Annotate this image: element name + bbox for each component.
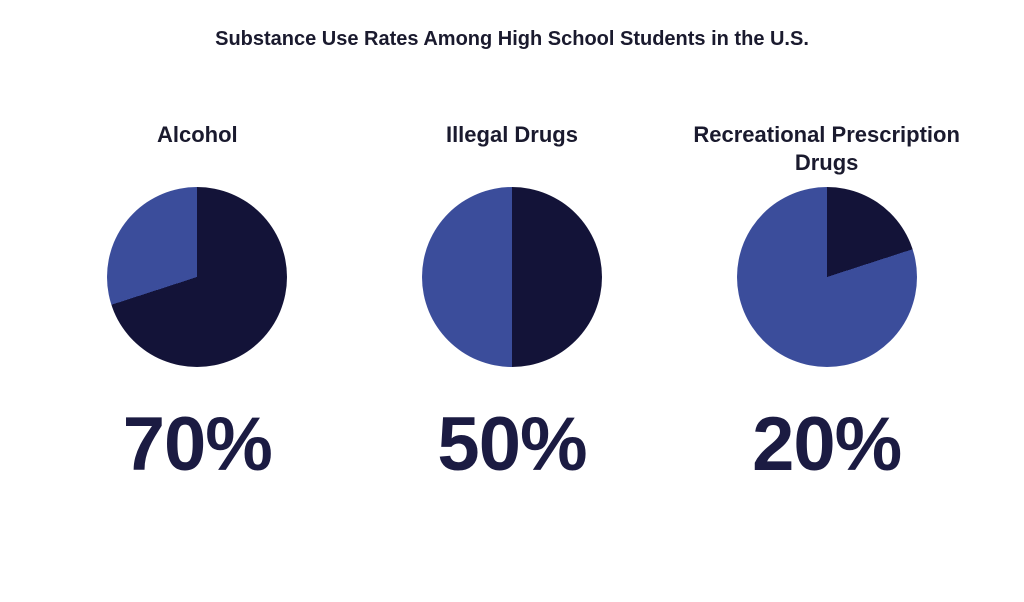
pct-value-alcohol: 70% — [123, 401, 272, 488]
pct-value-illegal-drugs: 50% — [437, 401, 586, 488]
chart-rx-drugs: Recreational Prescription Drugs 20% — [677, 121, 977, 488]
chart-alcohol: Alcohol 70% — [47, 121, 347, 488]
chart-label-alcohol: Alcohol — [157, 121, 238, 177]
charts-row: Alcohol 70% Illegal Drugs 50% Recreation… — [0, 121, 1024, 488]
pie-chart-illegal-drugs — [422, 187, 602, 367]
pie-chart-alcohol — [107, 187, 287, 367]
chart-illegal-drugs: Illegal Drugs 50% — [362, 121, 662, 488]
pie-wrap-alcohol — [107, 187, 287, 367]
chart-label-illegal-drugs: Illegal Drugs — [446, 121, 578, 177]
pie-wrap-illegal-drugs — [422, 187, 602, 367]
chart-label-rx-drugs: Recreational Prescription Drugs — [677, 121, 977, 177]
page-title: Substance Use Rates Among High School St… — [0, 0, 1024, 51]
pct-value-rx-drugs: 20% — [752, 401, 901, 488]
pie-wrap-rx-drugs — [737, 187, 917, 367]
pie-chart-rx-drugs — [737, 187, 917, 367]
